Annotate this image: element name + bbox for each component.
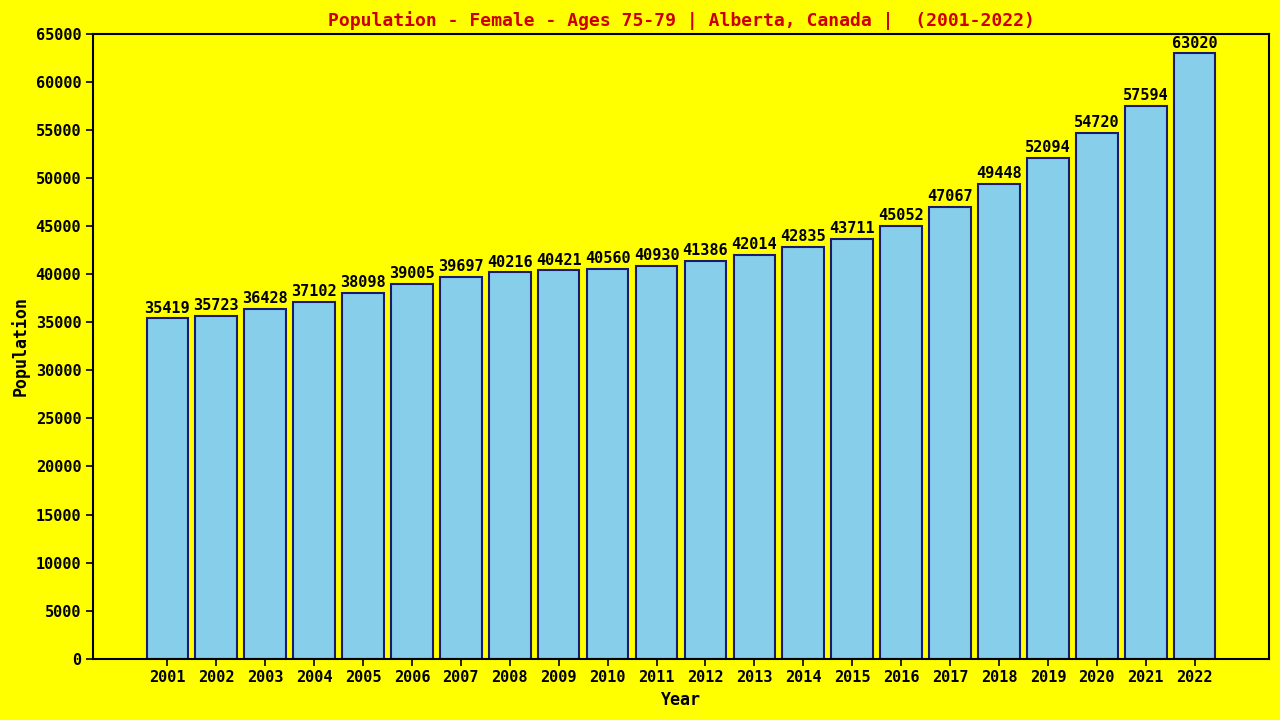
Text: 39697: 39697 [438, 259, 484, 274]
Bar [733, 255, 776, 659]
Bar [1027, 158, 1069, 659]
Bar [196, 315, 237, 659]
Bar [1076, 133, 1117, 659]
Text: 38098: 38098 [340, 275, 385, 290]
Text: 35723: 35723 [193, 297, 239, 312]
Text: 42835: 42835 [781, 230, 826, 244]
Text: 45052: 45052 [878, 208, 924, 223]
Text: 42014: 42014 [732, 238, 777, 252]
Text: 40421: 40421 [536, 253, 581, 268]
Y-axis label: Population: Population [12, 297, 31, 397]
Bar [244, 309, 285, 659]
Text: 43711: 43711 [829, 221, 876, 236]
Bar [1125, 106, 1166, 659]
Bar [1174, 53, 1216, 659]
Text: 37102: 37102 [292, 284, 337, 300]
Bar [489, 272, 530, 659]
Bar [978, 184, 1020, 659]
Text: 40216: 40216 [486, 254, 532, 269]
Bar [342, 293, 384, 659]
Text: 52094: 52094 [1025, 140, 1070, 156]
Text: 47067: 47067 [927, 189, 973, 204]
Bar [586, 269, 628, 659]
Text: 57594: 57594 [1123, 88, 1169, 103]
Text: 35419: 35419 [145, 300, 191, 315]
Bar [636, 266, 677, 659]
Bar [146, 318, 188, 659]
Text: 40560: 40560 [585, 251, 631, 266]
Bar [538, 271, 580, 659]
Text: 54720: 54720 [1074, 115, 1120, 130]
Text: 36428: 36428 [242, 291, 288, 306]
Title: Population - Female - Ages 75-79 | Alberta, Canada |  (2001-2022): Population - Female - Ages 75-79 | Alber… [328, 11, 1034, 30]
Bar [392, 284, 433, 659]
Bar [685, 261, 726, 659]
Bar [832, 239, 873, 659]
Text: 39005: 39005 [389, 266, 435, 281]
Text: 49448: 49448 [977, 166, 1021, 181]
X-axis label: Year: Year [660, 691, 701, 709]
Bar [782, 247, 824, 659]
Text: 41386: 41386 [682, 243, 728, 258]
Bar [929, 207, 970, 659]
Text: 40930: 40930 [634, 248, 680, 263]
Text: 63020: 63020 [1171, 35, 1217, 50]
Bar [881, 226, 922, 659]
Bar [440, 277, 481, 659]
Bar [293, 302, 335, 659]
